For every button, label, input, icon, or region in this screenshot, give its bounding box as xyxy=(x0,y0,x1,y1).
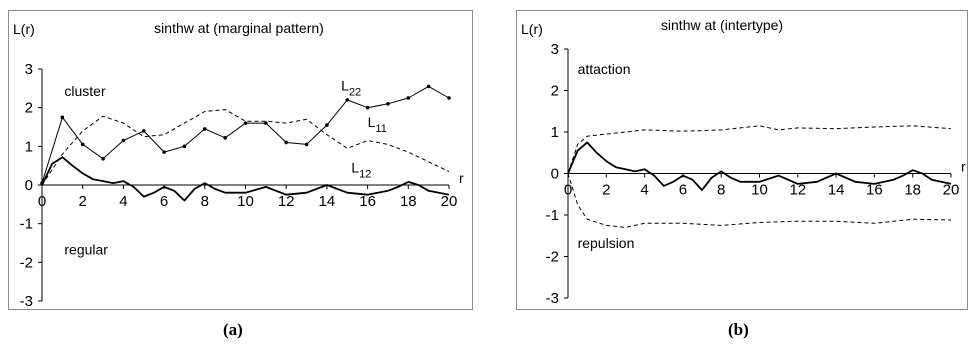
chart-b-x-tick-label: 10 xyxy=(751,182,768,199)
chart-a-x-tick-label: 12 xyxy=(278,193,295,210)
chart-a-series-l22-point xyxy=(141,129,146,133)
chart-b-series-line-2 xyxy=(567,141,952,192)
chart-b-x-tick-label: 18 xyxy=(904,182,921,199)
chart-a-series-label-l22: L22 xyxy=(341,77,361,98)
chart-a-series-l22-point xyxy=(264,121,268,125)
chart-a-x-tick-label: 16 xyxy=(359,193,376,210)
chart-a-x-tick-label: 10 xyxy=(237,193,254,210)
chart-b-x-tick-label: 14 xyxy=(828,182,845,199)
chart-b-y-tick-label: 1 xyxy=(551,124,559,141)
chart-a-series-label-l11: L11 xyxy=(368,114,387,135)
chart-a-x-tick-label: 2 xyxy=(79,193,87,210)
chart-b-y-tick-label: 0 xyxy=(551,166,559,183)
chart-b-y-tick-label: -1 xyxy=(546,207,559,224)
chart-a-y-tick-label: 1 xyxy=(25,138,33,155)
chart-a-x-tick-label: 8 xyxy=(201,193,209,210)
chart-a-x-tick-label: 18 xyxy=(400,193,417,210)
chart-a-series-l22-point xyxy=(101,156,105,161)
chart-a-y-tick-label: -3 xyxy=(20,293,33,310)
chart-a-series-l22 xyxy=(41,85,450,184)
chart-a-x-tick-label: 6 xyxy=(160,193,168,210)
chart-a-series-l12 xyxy=(41,156,450,202)
chart-a-y-tick-label: 3 xyxy=(25,61,33,78)
chart-panel-a: -3 -2 -1 0 1 2 3 0 2 4 6 8 10 12 14 16 18 20 sinthw at (ma… xyxy=(8,10,473,310)
chart-a-x-tick-label: 14 xyxy=(319,193,336,210)
chart-b-x-tick-label: 8 xyxy=(717,182,725,199)
chart-a-series-l22-point xyxy=(60,115,65,120)
chart-b-y-tick-label: 3 xyxy=(551,41,559,58)
chart-a-series-label-l12: L12 xyxy=(351,160,371,181)
chart-a-title: sinthw at (marginal pattern) xyxy=(154,20,324,36)
chart-a-annotation: cluster xyxy=(64,83,106,99)
chart-b-x-tick-label: 0 xyxy=(564,182,572,199)
chart-a-series-l22-point xyxy=(426,84,431,89)
chart-a-y-tick-label: -2 xyxy=(20,254,33,271)
chart-a-x-tick-label: 0 xyxy=(38,193,46,210)
caption-a: (a) xyxy=(223,320,243,339)
chart-b-x-label: r xyxy=(961,159,966,175)
chart-b-y-tick-label: -3 xyxy=(546,290,559,307)
chart-a-series-l22-point xyxy=(345,98,350,102)
chart-b-y-label: L(r) xyxy=(521,21,543,37)
chart-b-y-tick-label: 2 xyxy=(551,83,559,100)
chart-b-x-tick-label: 4 xyxy=(640,182,648,199)
chart-b-series-line-1 xyxy=(567,173,952,228)
chart-a-series-l22-point xyxy=(284,140,289,145)
chart-a-series-l22-point xyxy=(223,136,227,140)
chart-a-y-tick-label: 2 xyxy=(25,100,33,117)
chart-b-title: sinthw at (intertype) xyxy=(661,17,783,33)
chart-a-series-l22-point xyxy=(325,123,329,127)
chart-b-x-tick-label: 2 xyxy=(602,182,610,199)
chart-a-series-l22-point xyxy=(182,144,187,149)
chart-a-series-l22-point xyxy=(365,105,370,110)
chart-b-y-tick-label: -2 xyxy=(546,249,559,266)
chart-a-series-l22-point xyxy=(162,150,166,154)
chart-a-y-tick-label: -1 xyxy=(20,216,33,233)
chart-a-series-l22-point xyxy=(203,127,207,131)
chart-b-annotation: attaction xyxy=(578,61,631,77)
chart-a-series-l22-point xyxy=(80,142,85,147)
chart-b-x-tick-label: 12 xyxy=(789,182,806,199)
chart-a-series-l22-point xyxy=(386,102,390,106)
chart-a-y-label: L(r) xyxy=(13,21,35,37)
chart-b-annotation: repulsion xyxy=(578,235,635,251)
chart-a-series-l22-point xyxy=(406,96,411,100)
chart-a-x-tick-label: 20 xyxy=(441,193,458,210)
chart-a-series-l22-point xyxy=(243,121,248,125)
chart-a-x-label: r xyxy=(459,170,464,186)
chart-b-x-tick-label: 20 xyxy=(943,182,960,199)
chart-a-series-l11 xyxy=(41,109,450,186)
chart-a-y-tick-label: 0 xyxy=(25,177,33,194)
chart-b-x-tick-label: 6 xyxy=(679,182,687,199)
caption-b: (b) xyxy=(728,320,749,339)
chart-a-series-l22-point xyxy=(447,96,451,100)
chart-a-series-l22-point xyxy=(121,138,126,143)
chart-a-x-tick-label: 4 xyxy=(119,193,127,210)
chart-a-series-l22-point xyxy=(304,142,309,147)
chart-b-x-tick-label: 16 xyxy=(866,182,883,199)
chart-b-series-line-0 xyxy=(567,125,952,174)
chart-panel-b: -3 -2 -1 0 1 2 3 0 2 4 6 8 10 12 14 16 18 20 sinthw at (in… xyxy=(516,10,968,310)
chart-a-annotation: regular xyxy=(64,242,108,258)
